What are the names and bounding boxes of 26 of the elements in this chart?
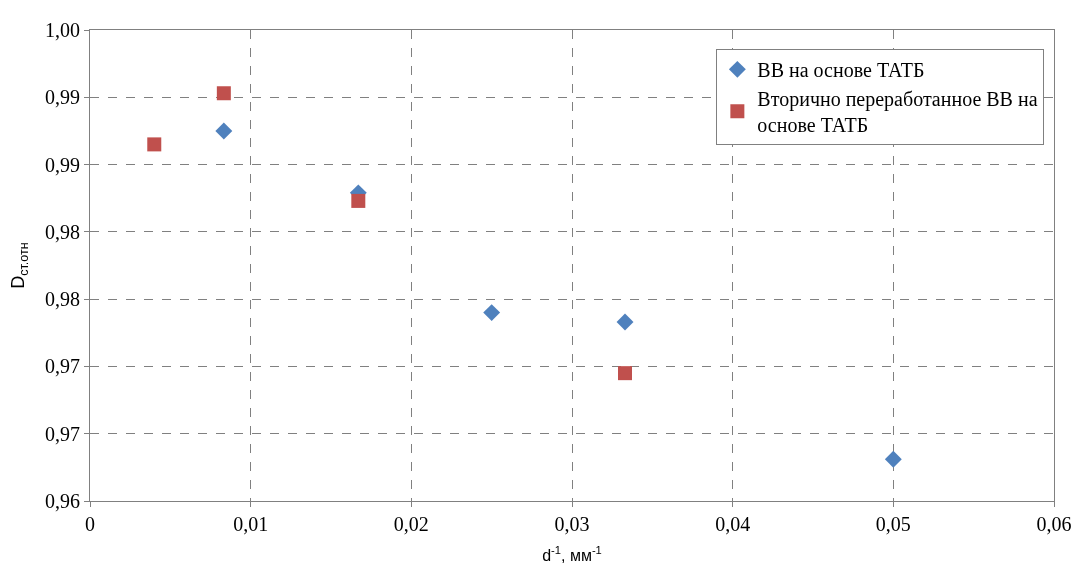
point — [147, 137, 162, 152]
x-axis-title: d$^{-1}$, мм$^{-1}$ — [542, 543, 602, 564]
y-tick-label: 0,99 — [45, 86, 80, 109]
x-tick-label: 0,02 — [393, 513, 429, 535]
legend-label: Вторично переработанное ВВ на основе ТАТБ — [757, 88, 1038, 137]
point — [215, 122, 233, 140]
point — [884, 450, 902, 468]
x-tick-label: 0,04 — [715, 513, 751, 535]
y-tick-label: 0,99 — [45, 153, 80, 176]
point — [483, 304, 501, 322]
y-tick-label: 0,98 — [45, 220, 80, 243]
point — [616, 313, 634, 331]
x-tick-label: 0 — [85, 513, 95, 535]
x-tick-label: 0,05 — [875, 513, 911, 535]
x-tick-label: 0,06 — [1036, 513, 1072, 535]
y-tick-label: 0,97 — [45, 355, 80, 378]
legend-label: ВВ на основе ТАТБ — [757, 59, 925, 82]
point — [351, 193, 366, 208]
y-tick-label: 0,98 — [45, 288, 80, 311]
y-tick-label: 1,00 — [45, 19, 80, 41]
y-tick-label: 0,96 — [45, 490, 80, 512]
point — [618, 366, 633, 381]
x-tick-label: 0,03 — [554, 513, 590, 535]
y-tick-label: 0,97 — [45, 422, 80, 445]
x-tick-label: 0,01 — [233, 513, 269, 535]
point — [216, 86, 231, 101]
